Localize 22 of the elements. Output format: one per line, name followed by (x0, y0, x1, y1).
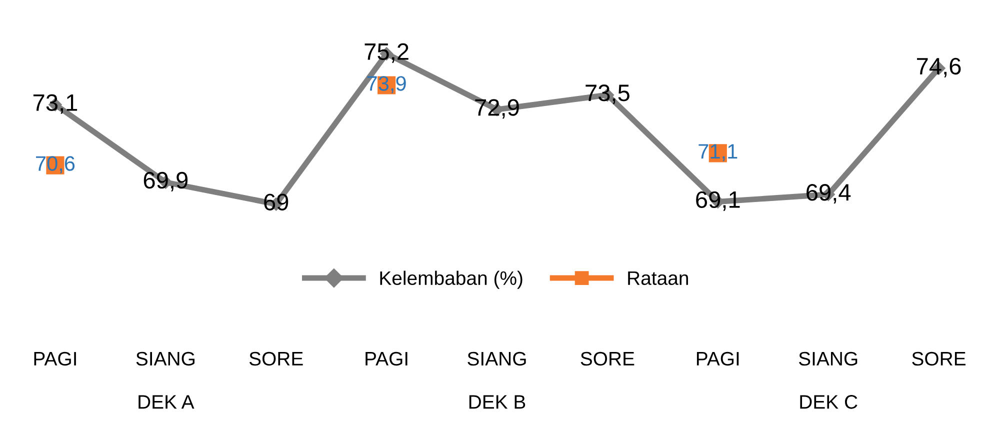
x-tick-label: SIANG (798, 352, 858, 366)
x-tick-label: SORE (580, 352, 634, 366)
x-tick-label: SIANG (468, 352, 526, 366)
x-tick-label: SIANG (136, 352, 194, 366)
x-tick-label: PAGI (696, 352, 739, 366)
text: DEK A (138, 395, 194, 409)
data-label: 69,1 (696, 191, 740, 211)
data-label: 74,6 (917, 58, 961, 78)
data-label: 69,4 (806, 184, 851, 204)
legend-label: Kelembaban (%) (380, 270, 522, 289)
text: DEK B (469, 395, 526, 409)
data-label: 73,1 (33, 94, 78, 114)
x-tick-label: PAGI (366, 352, 408, 366)
x-tick-label: PAGI (34, 352, 76, 366)
data-label: 73,5 (586, 84, 630, 104)
data-label: 72,9 (475, 99, 519, 119)
legend-label: Rataan (628, 271, 688, 286)
data-label: 69,9 (144, 172, 188, 192)
x-tick-label: SORE (249, 352, 303, 366)
text: DEK C (800, 395, 858, 409)
data-label: 75,2 (364, 43, 408, 63)
x-tick-label: SORE (912, 352, 966, 366)
